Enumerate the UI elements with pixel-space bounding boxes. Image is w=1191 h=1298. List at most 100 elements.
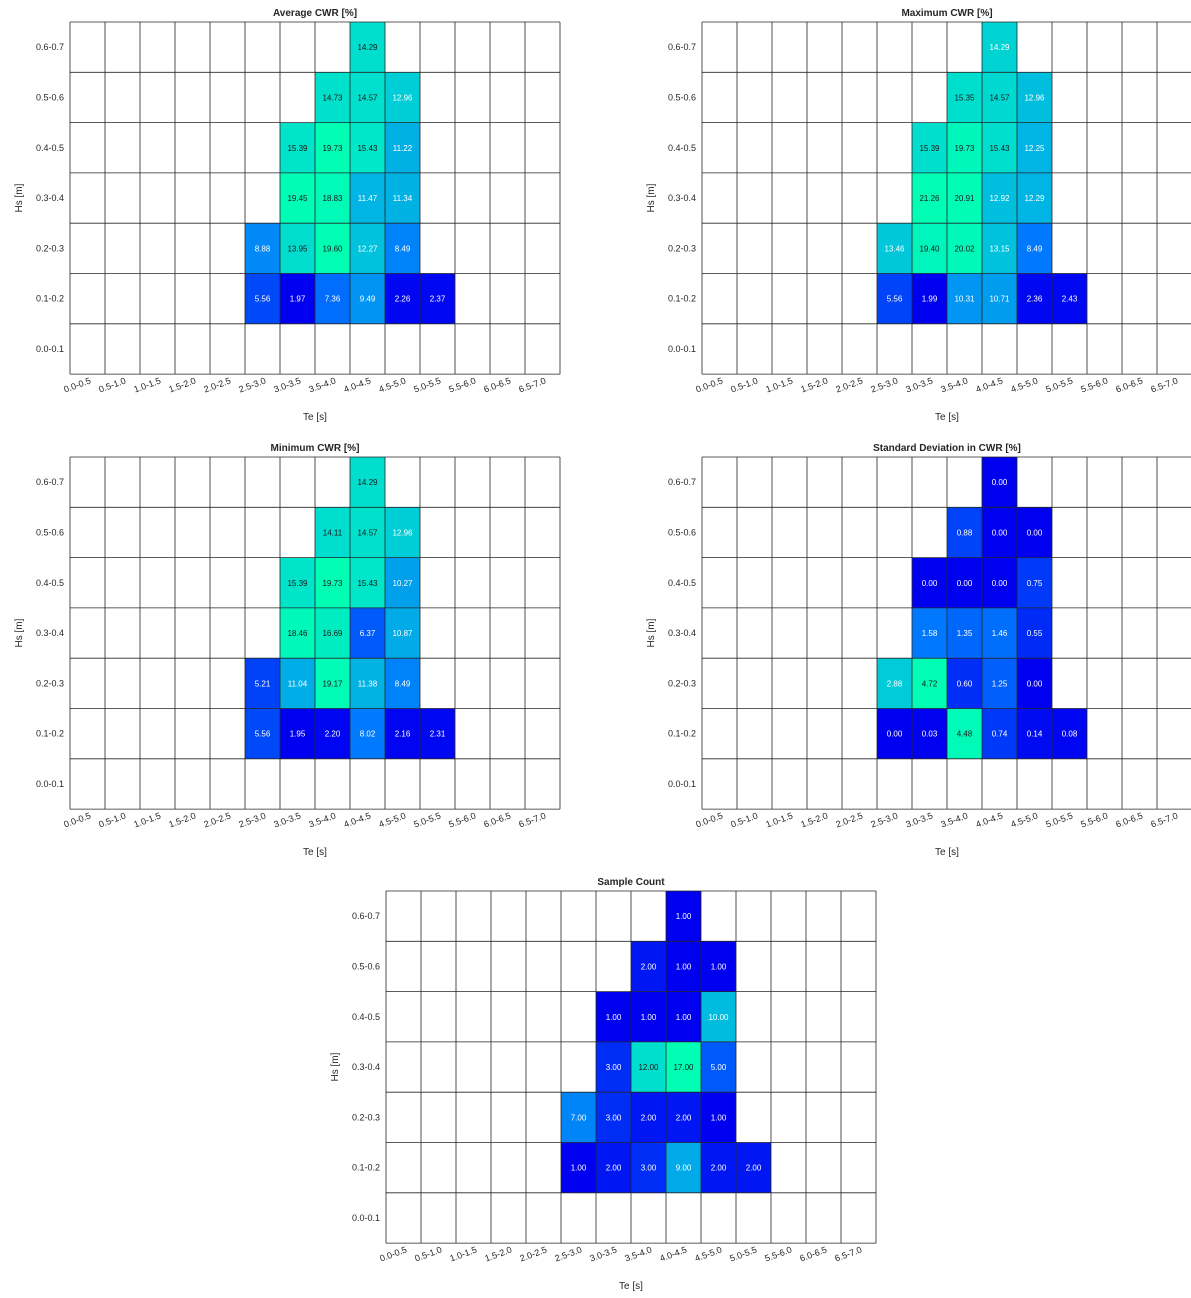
cell-value-label: 0.14 xyxy=(1027,730,1043,739)
x-tick-label: 1.5-2.0 xyxy=(167,811,197,830)
x-tick-label: 5.5-6.0 xyxy=(1079,811,1109,830)
x-tick-label: 4.5-5.0 xyxy=(693,1245,723,1264)
cell-value-label: 10.31 xyxy=(954,295,975,304)
cell-value-label: 18.83 xyxy=(322,194,343,203)
x-tick-label: 4.0-4.5 xyxy=(658,1245,688,1264)
cell-value-label: 11.34 xyxy=(393,194,413,203)
cell-value-label: 7.36 xyxy=(325,295,341,304)
panel-title: Average CWR [%] xyxy=(273,8,357,19)
heatmap-cell xyxy=(701,941,736,992)
heatmap-cell xyxy=(315,122,350,173)
cell-value-label: 14.57 xyxy=(357,93,378,102)
heatmap-cell xyxy=(701,1092,736,1143)
heatmap-cell xyxy=(350,172,385,224)
cell-value-label: 8.49 xyxy=(1027,244,1043,253)
y-tick-label: 0.5-0.6 xyxy=(668,527,696,537)
x-axis-label: Te [s] xyxy=(935,412,959,423)
x-tick-label: 6.0-6.5 xyxy=(482,811,512,830)
heatmap-cell xyxy=(596,991,631,1042)
x-tick-label: 5.5-6.0 xyxy=(1079,376,1109,395)
heatmap-cell xyxy=(385,122,420,173)
heatmap-cell xyxy=(701,991,736,1042)
cell-value-label: 0.00 xyxy=(887,730,903,739)
x-tick-label: 0.0-0.5 xyxy=(694,811,724,830)
x-tick-label: 4.5-5.0 xyxy=(1009,376,1039,395)
cell-value-label: 19.40 xyxy=(919,244,940,253)
cell-value-label: 14.57 xyxy=(989,93,1010,102)
x-tick-label: 5.0-5.5 xyxy=(1044,376,1074,395)
heatmap-cell xyxy=(315,72,350,123)
heatmap-cell xyxy=(947,557,982,608)
heatmap-cell xyxy=(982,72,1017,123)
cell-value-label: 2.20 xyxy=(325,730,341,739)
heatmap-cell xyxy=(631,1092,666,1143)
cell-value-label: 2.00 xyxy=(641,1113,657,1122)
cell-value-label: 2.00 xyxy=(676,1113,692,1122)
heatmap-cell xyxy=(947,122,982,173)
heatmap-cell xyxy=(947,172,982,224)
x-axis-label: Te [s] xyxy=(619,1281,643,1292)
cell-value-label: 12.29 xyxy=(1024,194,1045,203)
cell-value-label: 15.43 xyxy=(357,579,378,588)
heatmap-cell xyxy=(280,607,315,659)
x-tick-label: 6.5-7.0 xyxy=(833,1245,863,1264)
cell-value-label: 12.96 xyxy=(392,93,413,102)
heatmap-cell xyxy=(420,708,455,759)
cell-value-label: 5.56 xyxy=(887,295,903,304)
x-tick-label: 3.5-4.0 xyxy=(307,811,337,830)
y-tick-label: 0.6-0.7 xyxy=(668,477,696,487)
x-tick-label: 4.5-5.0 xyxy=(377,811,407,830)
cell-value-label: 19.73 xyxy=(322,579,343,588)
heatmap-cell xyxy=(561,1092,596,1143)
cell-value-label: 1.00 xyxy=(676,962,692,971)
x-tick-label: 0.0-0.5 xyxy=(694,376,724,395)
heatmap-cell xyxy=(1017,122,1052,173)
heatmap-cell xyxy=(912,607,947,659)
heatmap-cell xyxy=(350,273,385,324)
y-axis-label: Hs [m] xyxy=(646,183,657,212)
heatmap-cell xyxy=(280,658,315,709)
cell-value-label: 8.49 xyxy=(395,679,411,688)
y-tick-label: 0.0-0.1 xyxy=(36,344,64,354)
y-tick-label: 0.2-0.3 xyxy=(36,678,64,688)
x-tick-label: 6.5-7.0 xyxy=(1149,376,1179,395)
x-tick-label: 2.5-3.0 xyxy=(869,376,899,395)
cell-value-label: 5.56 xyxy=(255,295,271,304)
heatmap-cell xyxy=(982,708,1017,759)
x-tick-label: 2.0-2.5 xyxy=(202,376,232,395)
cell-value-label: 18.46 xyxy=(287,629,308,638)
cell-value-label: 2.88 xyxy=(887,679,903,688)
x-tick-label: 3.5-4.0 xyxy=(939,811,969,830)
cell-value-label: 1.00 xyxy=(606,1013,622,1022)
heatmap-cell xyxy=(385,507,420,558)
x-axis-label: Te [s] xyxy=(303,412,327,423)
cell-value-label: 4.72 xyxy=(922,679,938,688)
heatmap-cell xyxy=(701,1041,736,1093)
y-tick-label: 0.3-0.4 xyxy=(36,628,64,638)
heatmap-cell xyxy=(350,507,385,558)
x-tick-label: 2.0-2.5 xyxy=(518,1245,548,1264)
heatmap-cell xyxy=(912,172,947,224)
cell-value-label: 3.00 xyxy=(606,1063,622,1072)
cell-value-label: 1.58 xyxy=(922,629,938,638)
cell-value-label: 15.43 xyxy=(357,144,378,153)
cell-value-label: 10.00 xyxy=(708,1013,729,1022)
heatmap-cell xyxy=(280,708,315,759)
x-tick-label: 5.0-5.5 xyxy=(412,376,442,395)
x-tick-label: 6.0-6.5 xyxy=(1114,811,1144,830)
heatmap-cell xyxy=(947,273,982,324)
y-tick-label: 0.6-0.7 xyxy=(36,42,64,52)
x-tick-label: 2.0-2.5 xyxy=(834,811,864,830)
cell-value-label: 9.00 xyxy=(676,1164,692,1173)
heatmap-cell xyxy=(947,658,982,709)
heatmap-cell xyxy=(701,1142,736,1193)
cell-value-label: 12.92 xyxy=(989,194,1010,203)
x-tick-label: 5.5-6.0 xyxy=(447,376,477,395)
heatmap-cell xyxy=(385,658,420,709)
panel-title: Maximum CWR [%] xyxy=(901,8,992,19)
cell-value-label: 19.73 xyxy=(954,144,975,153)
cell-value-label: 0.00 xyxy=(992,528,1008,537)
cell-value-label: 19.60 xyxy=(322,244,343,253)
x-axis-label: Te [s] xyxy=(303,847,327,858)
cell-value-label: 5.21 xyxy=(255,679,271,688)
